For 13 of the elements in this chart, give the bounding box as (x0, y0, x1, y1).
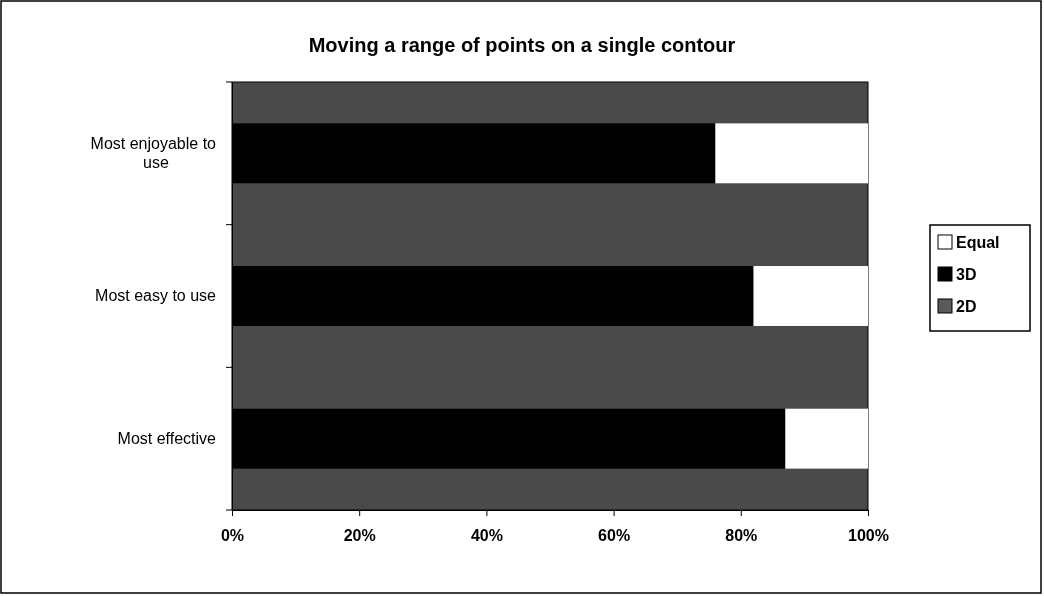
x-tick-label: 20% (343, 527, 376, 545)
legend-label: 2D (956, 298, 977, 315)
legend-label: 3D (956, 266, 977, 283)
chart-title: Moving a range of points on a single contour (308, 34, 736, 56)
y-tick-label: Most enjoyable to use (90, 134, 217, 171)
legend-label: Equal (956, 234, 1000, 251)
x-tick-label: 100% (848, 527, 889, 545)
x-tick-label: 0% (220, 527, 245, 545)
y-tick-label: Most easy to use (95, 287, 217, 305)
y-tick-label: Most effective (117, 429, 217, 447)
x-tick-label: 60% (598, 527, 631, 545)
x-tick-label: 80% (725, 527, 758, 545)
x-tick-label: 40% (470, 527, 503, 545)
